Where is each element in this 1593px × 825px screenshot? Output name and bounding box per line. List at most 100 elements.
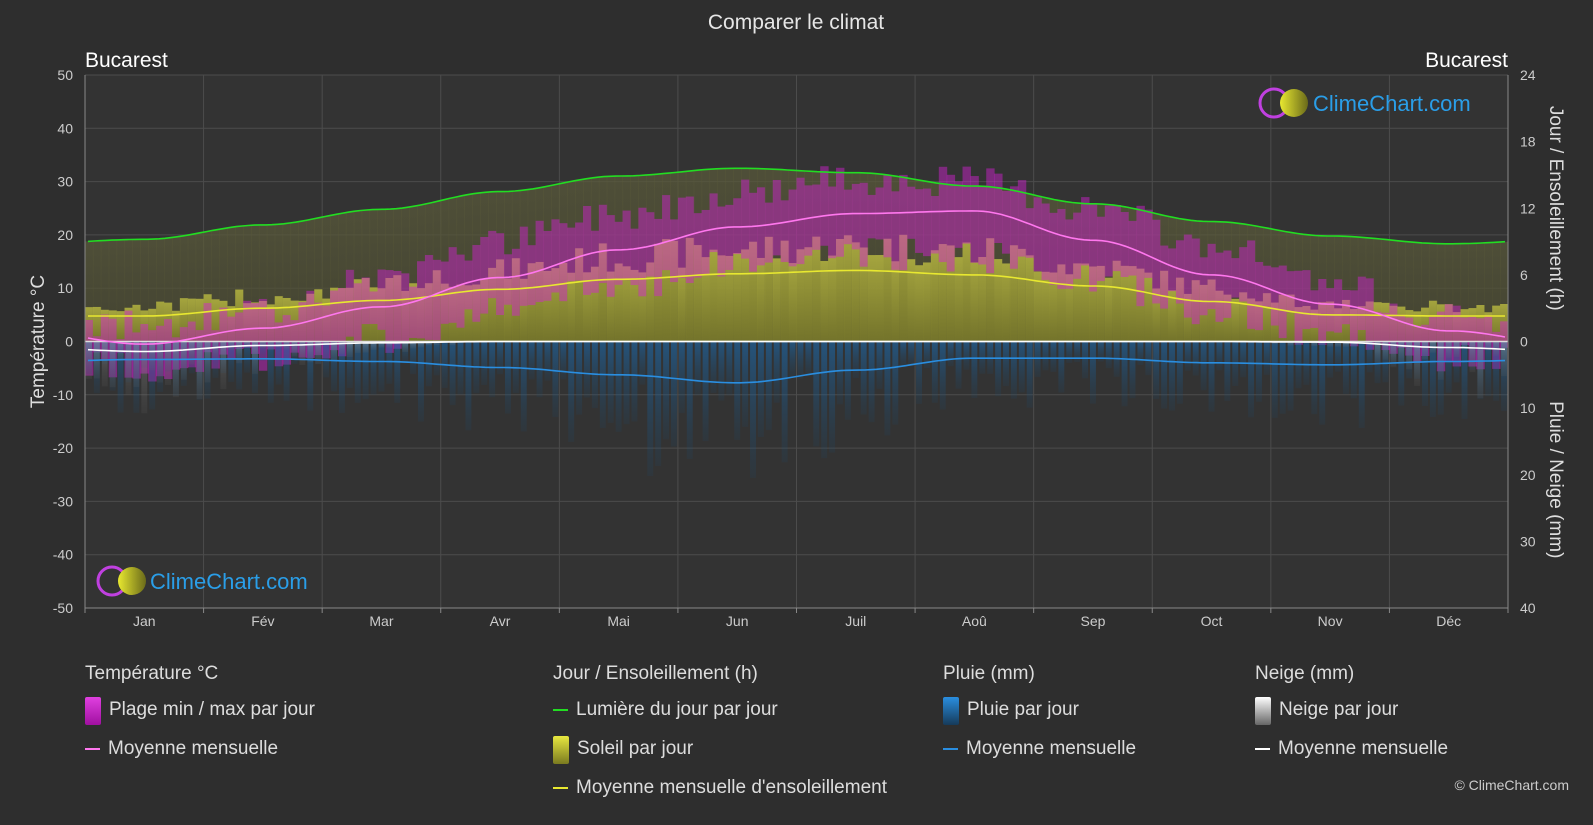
sunshine-bar — [741, 249, 750, 342]
rain-bar — [1026, 341, 1033, 408]
temp-range-bar — [1009, 186, 1019, 269]
sunshine-bar — [1262, 293, 1272, 342]
daylight-bar — [219, 228, 228, 342]
snow-bar — [109, 341, 116, 388]
snow-bar — [362, 341, 369, 353]
rain-bar — [394, 341, 401, 403]
sunshine-bar — [780, 240, 790, 342]
sunshine-bar — [907, 259, 916, 342]
temp-range-bar — [1341, 290, 1351, 325]
temp-range-bar — [456, 254, 465, 328]
temp-range-bar — [662, 195, 671, 271]
temp-range-bar — [409, 286, 418, 338]
rain-bar — [852, 341, 859, 379]
daylight-bar — [124, 239, 133, 342]
sunshine-bar — [140, 310, 149, 342]
snow-bar — [1319, 341, 1326, 345]
sunshine-bar — [448, 286, 458, 342]
sunshine-bar — [1120, 265, 1130, 342]
daylight-bar — [298, 221, 307, 342]
temp-range-bar — [851, 183, 861, 250]
daylight-bar — [179, 235, 189, 342]
sunshine-bar — [1357, 306, 1367, 342]
temp-range-bar — [772, 179, 782, 256]
temp-range-bar — [472, 245, 481, 322]
right-tick-label: 18 — [1520, 134, 1536, 150]
temp-range-bar — [488, 230, 497, 299]
daylight-bar — [590, 177, 600, 342]
sunshine-bar — [970, 262, 979, 342]
rain-bar — [939, 341, 946, 410]
temp-range-bar — [938, 166, 948, 263]
rain-bar — [829, 341, 836, 453]
sunshine-bar — [622, 266, 631, 342]
rain-bar — [1224, 341, 1231, 401]
rain-bar — [1090, 341, 1096, 404]
temp-range-bar — [345, 269, 355, 337]
temp-range-bar — [393, 270, 402, 349]
snow-bar — [1453, 341, 1460, 358]
sunshine-bar — [733, 253, 742, 342]
daylight-bar — [488, 191, 497, 342]
rain-bar — [275, 341, 282, 385]
rain-bar — [465, 341, 472, 431]
temp-range-bar — [243, 300, 252, 348]
temp-range-bar — [709, 193, 718, 253]
rain-bar — [876, 341, 883, 389]
sunshine-bar — [227, 306, 236, 342]
rain-bar — [734, 341, 741, 440]
sunshine-bar — [1128, 266, 1137, 342]
temp-range-bar — [1444, 304, 1454, 363]
temp-range-bar — [1389, 303, 1398, 354]
temp-range-bar — [1326, 288, 1335, 332]
sunshine-bar — [393, 275, 402, 342]
daylight-bar — [472, 193, 481, 342]
rain-bar — [655, 341, 662, 466]
temp-range-bar — [1175, 240, 1185, 304]
temp-range-bar — [693, 213, 703, 278]
rain-bar — [892, 341, 899, 425]
rain-bar — [489, 341, 496, 398]
sunshine-bar — [725, 255, 734, 342]
snow-bar — [410, 341, 417, 349]
daylight-bar — [211, 229, 220, 342]
rain-bar — [726, 341, 733, 396]
rain-bar — [663, 341, 670, 440]
rain-bar — [1256, 341, 1262, 402]
temp-range-bar — [100, 314, 110, 361]
left-tick-label: -40 — [53, 547, 73, 563]
daylight-bar — [1460, 243, 1469, 342]
sunshine-bar — [1136, 268, 1145, 342]
daylight-bar — [1492, 242, 1501, 342]
temp-range-bar — [440, 261, 450, 324]
swatch-temp-range — [85, 697, 101, 725]
rain-bar — [821, 341, 828, 459]
sunshine-bar — [171, 310, 181, 342]
city-right: Bucarest — [1425, 49, 1508, 72]
snow-bar — [204, 341, 211, 383]
sunshine-bar — [235, 289, 244, 342]
snow-bar — [1485, 341, 1492, 351]
sunshine-bar — [1002, 263, 1011, 342]
temp-range-bar — [764, 202, 774, 263]
sunshine-bar — [922, 262, 932, 342]
rain-bar — [702, 341, 709, 442]
sunshine-bar — [962, 242, 971, 342]
swatch-rain — [943, 697, 959, 725]
temp-range-bar — [401, 273, 410, 343]
rain-bar — [307, 341, 314, 411]
legend-daylight: Jour / Ensoleillement (h) Lumière du jou… — [553, 663, 887, 816]
rain-bar — [386, 341, 393, 384]
daylight-bar — [235, 226, 244, 342]
temp-range-bar — [867, 194, 877, 239]
snow-bar — [346, 341, 353, 357]
daylight-bar — [266, 224, 276, 342]
snow-bar — [433, 341, 440, 346]
sunshine-bar — [693, 245, 703, 342]
rain-bar — [117, 341, 124, 413]
rain-bar — [599, 341, 606, 428]
temp-range-bar — [1349, 290, 1359, 347]
sunshine-bar — [994, 259, 1003, 342]
temp-range-bar — [527, 245, 537, 306]
legend-item: Moyenne mensuelle — [85, 738, 315, 777]
